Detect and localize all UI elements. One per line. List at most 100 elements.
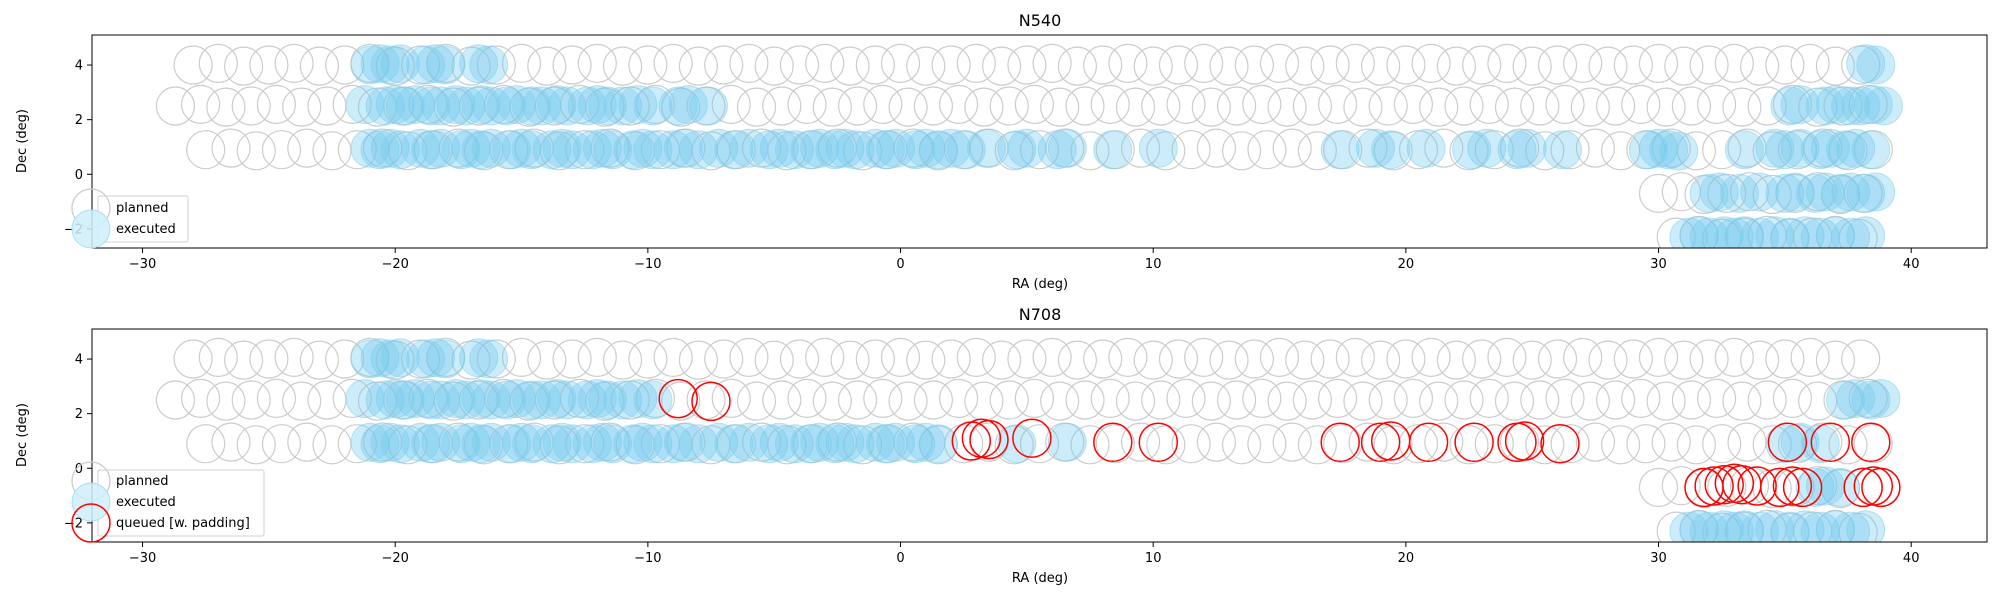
executed-pointing bbox=[537, 85, 577, 125]
planned-pointing bbox=[906, 340, 946, 380]
executed-pointing bbox=[582, 128, 622, 168]
executed-pointing bbox=[1770, 217, 1810, 248]
planned-pointing bbox=[1242, 378, 1282, 418]
planned-pointing bbox=[198, 337, 238, 377]
planned-pointing bbox=[1335, 337, 1375, 377]
executed-pointing bbox=[1047, 128, 1087, 168]
planned-pointing bbox=[1638, 43, 1679, 84]
executed-pointing bbox=[582, 422, 622, 462]
executed-pointing bbox=[825, 128, 865, 168]
planned-pointing bbox=[754, 46, 794, 86]
planned-pointing bbox=[1065, 86, 1105, 126]
planned-pointing bbox=[1570, 381, 1610, 421]
planned-pointing bbox=[577, 337, 617, 377]
planned-pointing bbox=[1638, 337, 1679, 377]
planned-pointing bbox=[678, 46, 719, 86]
planned-pointing bbox=[729, 337, 769, 377]
executed-pointing bbox=[567, 86, 607, 126]
x-tick-label: 20 bbox=[1398, 257, 1415, 272]
planned-pointing bbox=[1664, 340, 1704, 380]
planned-pointing bbox=[964, 87, 1004, 127]
planned-pointing bbox=[181, 378, 221, 418]
planned-pointing bbox=[211, 128, 251, 168]
planned-pointing bbox=[1661, 466, 1701, 506]
executed-pointing bbox=[906, 422, 946, 462]
executed-pointing bbox=[1765, 173, 1805, 213]
planned-pointing bbox=[1545, 378, 1585, 418]
planned-pointing bbox=[261, 130, 302, 170]
executed-pointing bbox=[835, 130, 875, 170]
planned-pointing bbox=[1702, 130, 1742, 170]
planned-pointing bbox=[155, 86, 195, 126]
executed-pointing bbox=[1320, 130, 1360, 170]
executed-pointing bbox=[749, 130, 789, 170]
executed-pointing bbox=[653, 130, 693, 170]
planned-pointing bbox=[1520, 380, 1560, 420]
planned-pointing bbox=[994, 425, 1034, 465]
planned-pointing bbox=[989, 86, 1029, 126]
executed-pointing bbox=[401, 128, 440, 168]
planned-pointing bbox=[704, 45, 744, 85]
executed-pointing bbox=[446, 86, 486, 126]
executed-pointing bbox=[1467, 128, 1507, 168]
executed-pointing bbox=[1831, 172, 1871, 212]
planned-pointing bbox=[1853, 424, 1893, 464]
executed-pointing bbox=[587, 86, 627, 126]
planned-pointing bbox=[1499, 128, 1540, 168]
executed-pointing bbox=[1740, 511, 1780, 542]
executed-pointing bbox=[759, 128, 799, 168]
planned-pointing bbox=[186, 130, 226, 170]
planned-pointing bbox=[1196, 422, 1237, 462]
planned-pointing bbox=[256, 84, 296, 125]
planned-pointing bbox=[628, 339, 668, 379]
planned-pointing bbox=[173, 45, 213, 85]
planned-pointing bbox=[1057, 340, 1098, 380]
planned-pointing bbox=[1133, 46, 1173, 86]
queued-pointing bbox=[658, 378, 698, 419]
planned-pointing bbox=[1790, 43, 1830, 84]
planned-pointing bbox=[1317, 84, 1358, 125]
planned-pointing bbox=[1512, 340, 1552, 380]
planned-pointing bbox=[173, 339, 213, 379]
executed-pointing bbox=[1846, 173, 1886, 213]
executed-pointing bbox=[406, 45, 445, 85]
executed-pointing bbox=[1861, 379, 1901, 419]
planned-pointing bbox=[1798, 172, 1838, 212]
planned-pointing bbox=[565, 130, 605, 170]
executed-pointing bbox=[401, 422, 440, 462]
planned-pointing bbox=[1689, 45, 1729, 85]
planned-pointing bbox=[880, 43, 921, 84]
planned-pointing bbox=[1171, 130, 1211, 170]
executed-pointing bbox=[1831, 217, 1871, 248]
planned-pointing bbox=[501, 43, 542, 84]
executed-pointing bbox=[426, 339, 466, 379]
executed-pointing bbox=[1846, 510, 1886, 542]
planned-pointing bbox=[787, 378, 827, 418]
planned-pointing bbox=[181, 84, 221, 125]
executed-pointing bbox=[522, 380, 562, 420]
executed-pointing bbox=[350, 128, 390, 168]
legend-executed-label: executed bbox=[116, 495, 176, 510]
queued-pointing bbox=[1767, 422, 1808, 463]
executed-pointing bbox=[1795, 467, 1835, 507]
queued-pointing bbox=[1012, 418, 1052, 458]
planned-pointing bbox=[1646, 381, 1686, 421]
planned-pointing bbox=[1656, 217, 1696, 248]
planned-pointing bbox=[332, 84, 372, 125]
executed-pointing bbox=[469, 45, 509, 85]
executed-pointing bbox=[446, 380, 486, 420]
planned-pointing bbox=[249, 45, 289, 85]
executed-pointing bbox=[918, 424, 958, 464]
planned-pointing bbox=[736, 381, 777, 421]
planned-pointing bbox=[527, 46, 567, 86]
executed-pointing bbox=[835, 424, 875, 464]
planned-pointing bbox=[837, 86, 878, 126]
planned-pointing bbox=[1638, 467, 1679, 507]
planned-pointing bbox=[337, 424, 377, 464]
executed-pointing bbox=[865, 424, 905, 464]
executed-pointing bbox=[653, 424, 693, 464]
executed-pointing bbox=[512, 130, 552, 170]
executed-pointing bbox=[451, 128, 491, 168]
planned-pointing bbox=[1563, 337, 1603, 377]
executed-pointing bbox=[633, 86, 673, 126]
